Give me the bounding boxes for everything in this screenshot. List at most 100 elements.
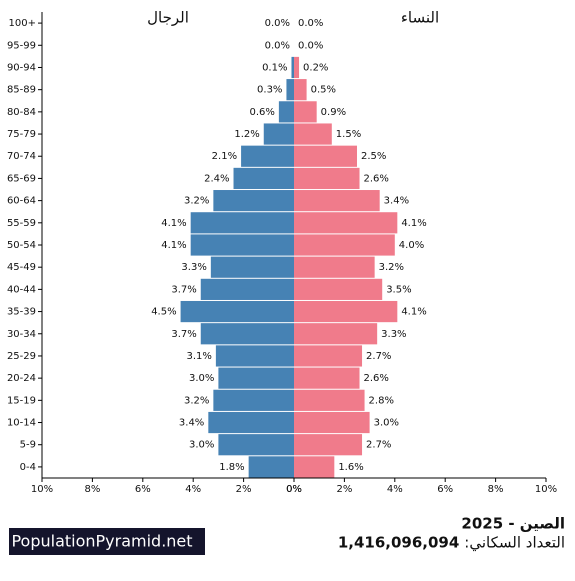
value-label: 2.4% <box>204 173 229 184</box>
bar <box>294 256 375 278</box>
y-tick-label: 25-29 <box>7 351 36 362</box>
bar <box>294 411 370 434</box>
value-label: 3.7% <box>171 329 196 340</box>
value-label: 1.2% <box>234 129 259 140</box>
value-label: 0.2% <box>303 62 328 73</box>
bar <box>200 278 294 300</box>
value-label: 3.4% <box>179 418 204 429</box>
value-label: 3.3% <box>381 329 406 340</box>
bar <box>294 79 307 101</box>
bar <box>190 212 294 234</box>
value-label: 0.0% <box>265 40 290 51</box>
series-name: النساء <box>401 9 439 27</box>
value-label: 2.7% <box>366 440 391 451</box>
value-label: 3.4% <box>384 196 409 207</box>
bar <box>294 123 332 145</box>
value-label: 3.2% <box>379 262 404 273</box>
bar <box>286 79 294 101</box>
y-tick-label: 15-19 <box>7 395 36 406</box>
x-tick-label: 8% <box>488 484 504 495</box>
bar <box>233 167 294 190</box>
x-tick-label: 2% <box>236 484 252 495</box>
x-tick-label: 10% <box>535 484 557 495</box>
value-label: 0.6% <box>249 107 274 118</box>
value-label: 1.8% <box>219 462 244 473</box>
bar <box>210 256 294 278</box>
value-label: 4.1% <box>161 240 186 251</box>
value-label: 3.2% <box>184 395 209 406</box>
bar <box>294 167 360 190</box>
value-label: 3.5% <box>386 284 411 295</box>
y-tick-label: 90-94 <box>7 62 36 73</box>
value-label: 1.5% <box>336 129 361 140</box>
value-label: 0.9% <box>321 107 346 118</box>
chart-title: الصين - 2025 <box>461 515 565 533</box>
bar <box>241 145 294 167</box>
bar <box>294 234 395 256</box>
bar <box>294 345 363 367</box>
y-tick-label: 0-4 <box>20 462 36 473</box>
value-label: 4.1% <box>401 307 426 318</box>
value-label: 2.8% <box>369 395 394 406</box>
brand-box <box>9 528 205 555</box>
y-tick-label: 75-79 <box>7 129 36 140</box>
bar <box>294 145 357 167</box>
bar <box>291 56 294 79</box>
bar <box>294 434 363 456</box>
y-tick-label: 20-24 <box>7 373 36 384</box>
value-label: 0.1% <box>262 62 287 73</box>
bar <box>180 300 294 323</box>
population-label: التعداد السكاني: <box>464 534 565 553</box>
y-tick-label: 45-49 <box>7 262 36 273</box>
x-tick-label: 8% <box>84 484 100 495</box>
bar <box>218 434 294 456</box>
x-tick-label: 4% <box>387 484 403 495</box>
value-label: 4.0% <box>399 240 424 251</box>
bar <box>294 56 300 79</box>
y-tick-label: 60-64 <box>7 196 36 207</box>
value-label: 3.3% <box>181 262 206 273</box>
bar <box>294 212 398 234</box>
value-label: 0.3% <box>257 85 282 96</box>
value-label: 3.0% <box>189 373 214 384</box>
value-label: 0.5% <box>311 85 336 96</box>
bar <box>294 300 398 323</box>
value-label: 2.6% <box>364 173 389 184</box>
value-label: 2.6% <box>364 373 389 384</box>
value-label: 3.0% <box>374 418 399 429</box>
value-label: 2.7% <box>366 351 391 362</box>
bar <box>294 278 383 300</box>
x-tick-label: 10% <box>31 484 53 495</box>
value-label: 3.7% <box>171 284 196 295</box>
y-tick-label: 65-69 <box>7 173 36 184</box>
bar <box>294 323 378 345</box>
x-tick-label: 0% <box>286 484 302 495</box>
value-label: 0.0% <box>298 40 323 51</box>
y-tick-label: 55-59 <box>7 218 36 229</box>
value-label: 1.6% <box>338 462 363 473</box>
value-label: 0.0% <box>298 18 323 29</box>
brand: PopulationPyramid.net <box>11 532 192 551</box>
value-label: 2.1% <box>212 151 237 162</box>
x-tick-label: 6% <box>135 484 151 495</box>
y-tick-label: 85-89 <box>7 85 36 96</box>
value-label: 3.0% <box>189 440 214 451</box>
value-label: 3.1% <box>186 351 211 362</box>
bar <box>213 190 294 212</box>
series-name: الرجال <box>147 9 189 27</box>
bar <box>294 367 360 389</box>
bar <box>294 101 317 123</box>
y-tick-label: 95-99 <box>7 40 36 51</box>
bar <box>213 389 294 411</box>
value-label: 4.5% <box>151 307 176 318</box>
y-tick-label: 30-34 <box>7 329 36 340</box>
y-tick-label: 40-44 <box>7 284 36 295</box>
y-tick-label: 10-14 <box>7 418 36 429</box>
bar <box>278 101 294 123</box>
y-tick-label: 5-9 <box>20 440 36 451</box>
bar <box>294 456 335 478</box>
y-tick-label: 80-84 <box>7 107 36 118</box>
value-label: 4.1% <box>161 218 186 229</box>
x-tick-label: 0% <box>286 484 302 495</box>
